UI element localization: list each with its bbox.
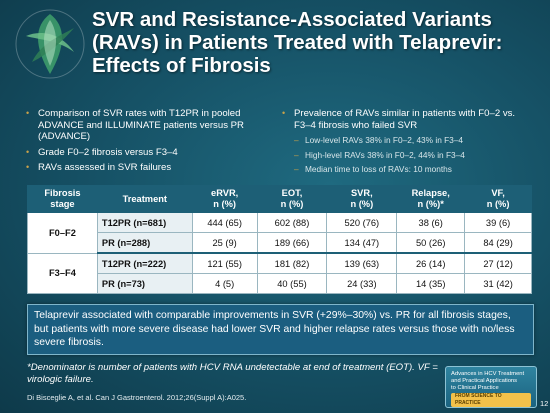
sub-bullet-item: – Low-level RAVs 38% in F0–2, 43% in F3–…	[294, 135, 534, 147]
vf-cell: 84 (29)	[464, 232, 532, 254]
stage-cell: F3–F4	[27, 252, 98, 294]
treatment-cell: T12PR (n=681)	[96, 212, 193, 233]
badge-line: and Practical Applications	[451, 377, 518, 384]
treatment-cell: T12PR (n=222)	[96, 252, 193, 274]
footnote: *Denominator is number of patients with …	[27, 362, 438, 385]
header-eot: EOT, n (%)	[256, 185, 328, 213]
bullet-item: • RAVs assessed in SVR failures	[26, 162, 261, 174]
conference-badge: Advances in HCV Treatment and Practical …	[445, 366, 537, 408]
relapse-cell: 38 (6)	[396, 212, 466, 233]
eot-cell: 602 (88)	[256, 212, 328, 233]
header-treatment: Treatment	[96, 185, 193, 213]
table-header-row: Fibrosis stage Treatment eRVR, n (%) EOT, n…	[27, 185, 532, 213]
eot-cell: 189 (66)	[256, 232, 328, 254]
bullet-icon: •	[26, 162, 30, 172]
svr-cell: 139 (63)	[326, 252, 398, 274]
ervr-cell: 4 (5)	[191, 273, 258, 294]
table-row: F3–F4 T12PR (n=222) 121 (55) 181 (82) 13…	[27, 252, 532, 294]
vf-cell: 39 (6)	[464, 212, 532, 233]
sub-bullet-text: Low-level RAVs 38% in F0–2, 43% in F3–4	[305, 135, 464, 145]
bullet-text: RAVs assessed in SVR failures	[38, 162, 172, 173]
badge-tag: FROM SCIENCE TO PRACTICE	[451, 393, 531, 408]
bullet-text: Prevalence of RAVs similar in patients w…	[294, 108, 516, 131]
sub-bullet-item: – High-level RAVs 38% in F0–2, 44% in F3…	[294, 150, 534, 162]
slide-title: SVR and Resistance-Associated Variants (…	[92, 8, 503, 77]
dash-icon: –	[294, 149, 299, 160]
bullet-icon: •	[26, 108, 30, 118]
treatment-cell: PR (n=73)	[96, 273, 193, 294]
relapse-cell: 14 (35)	[396, 273, 466, 294]
eot-cell: 40 (55)	[256, 273, 328, 294]
svr-cell: 520 (76)	[326, 212, 398, 233]
svr-cell: 134 (47)	[326, 232, 398, 254]
bullet-text: Comparison of SVR rates with T12PR in po…	[38, 108, 244, 142]
table-row: F0–F2 T12PR (n=681) 444 (65) 602 (88) 52…	[27, 212, 532, 254]
badge-line: Advances in HCV Treatment	[451, 371, 525, 377]
bullet-item: • Grade F0–2 fibrosis versus F3–4	[26, 147, 261, 159]
eot-cell: 181 (82)	[256, 252, 328, 274]
vf-cell: 27 (12)	[464, 252, 532, 274]
ervr-cell: 121 (55)	[191, 252, 258, 274]
treatment-cell: PR (n=288)	[96, 232, 193, 254]
results-table: Fibrosis stage Treatment eRVR, n (%) EOT, n…	[27, 185, 532, 294]
left-bullet-list: • Comparison of SVR rates with T12PR in …	[26, 108, 261, 178]
header-vf: VF, n (%)	[464, 185, 532, 213]
dash-icon: –	[294, 135, 299, 145]
relapse-cell: 50 (26)	[396, 232, 466, 254]
header-stage: Fibrosis stage	[27, 185, 98, 213]
conclusion-callout: Telaprevir associated with comparable im…	[27, 304, 534, 355]
header-svr: SVR, n (%)	[326, 185, 398, 213]
citation: Di Bisceglie A, et al. Can J Gastroenter…	[27, 393, 247, 402]
bullet-icon: •	[26, 146, 30, 157]
header-relapse: Relapse, n (%)*	[396, 185, 466, 213]
bullet-text: Grade F0–2 fibrosis versus F3–4	[38, 146, 178, 158]
ervr-cell: 444 (65)	[191, 212, 258, 233]
sub-bullet-text: Median time to loss of RAVs: 10 months	[305, 164, 452, 174]
ervr-cell: 25 (9)	[191, 232, 258, 254]
stage-cell: F0–F2	[27, 212, 98, 254]
bullet-item: • Comparison of SVR rates with T12PR in …	[26, 108, 261, 143]
dash-icon: –	[294, 164, 299, 174]
relapse-cell: 26 (14)	[396, 252, 466, 274]
bullet-item: • Prevalence of RAVs similar in patients…	[282, 108, 534, 131]
ribbon-logo	[12, 6, 88, 82]
bullet-icon: •	[282, 108, 286, 118]
table-row: PR (n=73) 4 (5) 40 (55) 24 (33) 14 (35) …	[28, 273, 532, 294]
page-number: 12	[540, 399, 549, 408]
badge-line: to Clinical Practice	[451, 384, 499, 391]
sub-bullet-text: High-level RAVs 38% in F0–2, 44% in F3–4	[305, 149, 465, 160]
header-ervr: eRVR, n (%)	[191, 185, 258, 213]
right-bullet-list: • Prevalence of RAVs similar in patients…	[282, 108, 534, 179]
svr-cell: 24 (33)	[326, 273, 398, 294]
table-row: PR (n=288) 25 (9) 189 (66) 134 (47) 50 (…	[28, 232, 532, 254]
vf-cell: 31 (42)	[464, 273, 532, 294]
sub-bullet-item: – Median time to loss of RAVs: 10 months	[294, 164, 534, 176]
